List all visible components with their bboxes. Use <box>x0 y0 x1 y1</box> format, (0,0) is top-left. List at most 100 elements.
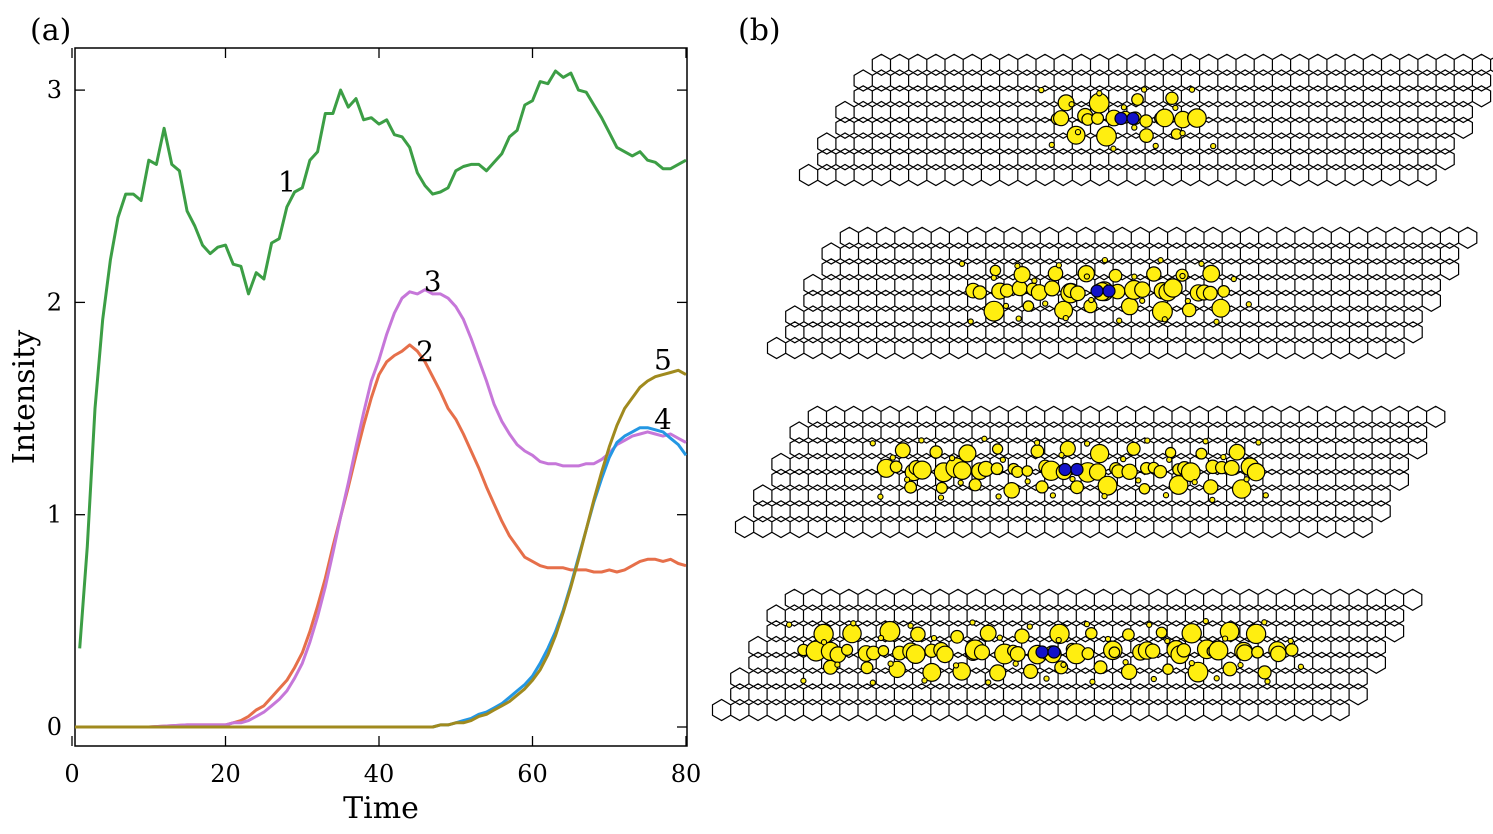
occupied-site <box>1176 642 1192 658</box>
occupied-site <box>1251 645 1264 659</box>
occupied-site <box>1180 462 1201 483</box>
weak-site <box>869 679 876 686</box>
occupied-site <box>1121 463 1138 480</box>
weak-site <box>1139 297 1146 304</box>
y-tick-label: 1 <box>47 501 62 529</box>
occupied-site <box>922 662 942 682</box>
occupied-site <box>1108 646 1121 659</box>
weak-site <box>1237 661 1244 669</box>
weak-site <box>1166 456 1173 463</box>
weak-site <box>907 622 914 629</box>
occupied-site <box>1120 297 1139 316</box>
weak-site <box>918 437 925 444</box>
occupied-site <box>1049 623 1070 645</box>
weak-site <box>990 274 997 281</box>
series-line-2 <box>75 343 687 729</box>
occupied-site <box>1270 645 1287 663</box>
weak-site <box>820 639 828 646</box>
center-site <box>1047 645 1061 659</box>
occupied-site <box>1181 302 1197 318</box>
weak-site <box>1213 675 1220 682</box>
lattice-strip-3 <box>734 405 1446 539</box>
occupied-site <box>1187 108 1207 128</box>
weak-site <box>995 493 1002 500</box>
weak-site <box>1002 302 1010 310</box>
weak-site <box>800 677 807 684</box>
occupied-site <box>1081 647 1095 661</box>
weak-site <box>1255 439 1262 446</box>
weak-site <box>1062 314 1069 322</box>
occupied-site <box>894 442 911 459</box>
series-line-4 <box>75 426 687 729</box>
occupied-site <box>1043 280 1061 297</box>
weak-site <box>1120 104 1128 111</box>
weak-site <box>1198 260 1205 267</box>
lattice-strip-4 <box>711 588 1423 722</box>
occupied-site <box>1223 459 1240 476</box>
occupied-site <box>1163 278 1183 298</box>
lattice-strip-1 <box>798 53 1493 187</box>
occupied-site <box>1013 266 1031 284</box>
x-tick-label: 40 <box>364 760 395 788</box>
weak-site <box>1150 675 1157 683</box>
occupied-site <box>936 645 954 664</box>
occupied-site <box>1108 268 1123 283</box>
weak-site <box>1262 492 1269 499</box>
series-labels: 1 2 3 4 5 <box>278 165 672 436</box>
occupied-site <box>1022 663 1039 680</box>
occupied-site <box>952 461 972 481</box>
occupied-site <box>1151 301 1173 323</box>
weak-site <box>1043 675 1050 682</box>
occupied-site <box>999 283 1015 298</box>
weak-site <box>1152 142 1159 150</box>
occupied-site <box>1011 280 1028 297</box>
weak-site <box>1179 130 1186 137</box>
occupied-site <box>1121 628 1135 641</box>
center-site <box>1090 284 1104 298</box>
occupied-site <box>1187 661 1209 683</box>
occupied-site <box>910 626 926 643</box>
occupied-site <box>1021 465 1034 477</box>
occupied-site <box>1246 462 1266 482</box>
weak-site <box>1209 496 1216 504</box>
weak-site <box>1179 272 1186 280</box>
occupied-site <box>1155 626 1168 639</box>
weak-site <box>1221 635 1229 642</box>
occupied-site <box>1236 644 1254 662</box>
occupied-site <box>912 460 932 480</box>
weak-site <box>948 454 956 462</box>
occupied-site <box>929 445 943 459</box>
weak-site <box>1184 297 1192 305</box>
weak-site <box>1012 660 1019 667</box>
x-tick-label: 60 <box>517 760 548 788</box>
occupied-site <box>1035 480 1049 494</box>
weak-site <box>1188 659 1195 667</box>
occupied-site <box>1257 665 1272 680</box>
occupied-site <box>968 478 982 492</box>
weak-site <box>1131 124 1138 131</box>
occupied-site <box>1014 628 1030 644</box>
occupied-site <box>1059 440 1076 457</box>
occupied-site <box>958 444 977 463</box>
occupied-site <box>1009 645 1026 662</box>
weak-site <box>1024 478 1031 485</box>
weak-site <box>1202 438 1209 445</box>
occupied-site <box>1138 128 1154 144</box>
weak-site <box>1116 317 1123 324</box>
occupied-site <box>1093 660 1108 675</box>
x-axis-label: Time <box>343 791 419 826</box>
weak-site <box>1144 437 1151 444</box>
weak-site <box>1049 492 1057 499</box>
weak-site <box>969 619 976 626</box>
occupied-site <box>1208 640 1229 661</box>
occupied-site <box>1155 108 1175 128</box>
occupied-site <box>990 462 1004 476</box>
series-label-5: 5 <box>654 344 672 377</box>
occupied-site <box>1134 281 1151 298</box>
center-site <box>1035 645 1049 659</box>
weak-site <box>903 476 911 483</box>
weak-site <box>1261 619 1268 626</box>
occupied-site <box>1047 265 1064 282</box>
weak-site <box>877 634 885 642</box>
